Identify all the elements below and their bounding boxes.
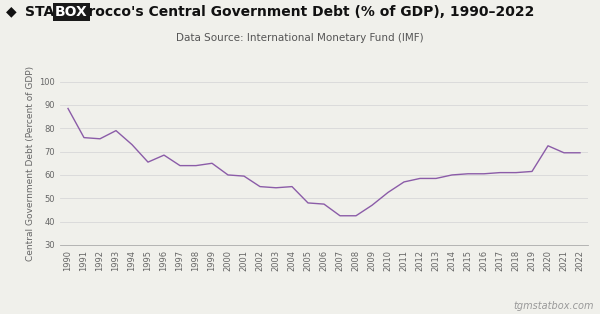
Text: ◆: ◆ — [6, 5, 17, 19]
Text: tgmstatbox.com: tgmstatbox.com — [514, 301, 594, 311]
Text: Morocco's Central Government Debt (% of GDP), 1990–2022: Morocco's Central Government Debt (% of … — [65, 5, 535, 19]
Y-axis label: Central Government Debt (Percent of GDP): Central Government Debt (Percent of GDP) — [26, 66, 35, 261]
Text: BOX: BOX — [55, 5, 88, 19]
Text: STAT: STAT — [25, 5, 63, 19]
Text: Data Source: International Monetary Fund (IMF): Data Source: International Monetary Fund… — [176, 33, 424, 43]
